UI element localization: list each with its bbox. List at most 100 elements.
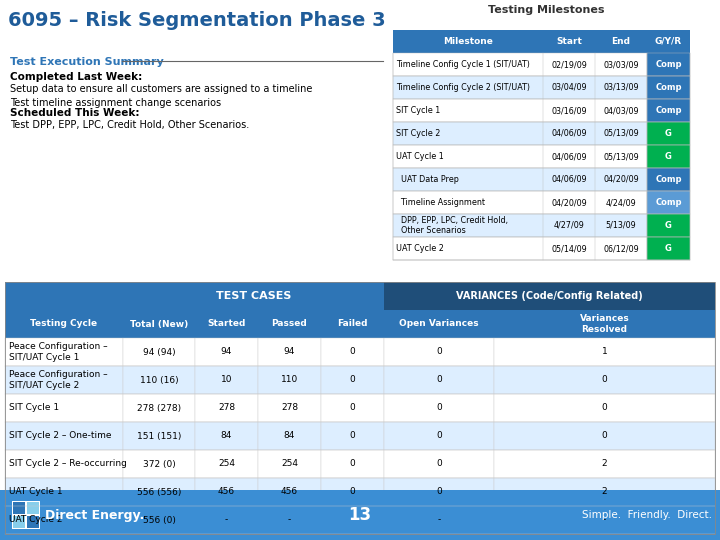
Text: 556 (556): 556 (556) (137, 488, 181, 496)
Bar (384, 450, 494, 478)
Text: 04/03/09: 04/03/09 (603, 106, 639, 115)
Text: Failed: Failed (337, 320, 368, 328)
Bar (393, 76, 647, 99)
Bar (195, 422, 258, 450)
Bar (5, 394, 123, 422)
Text: SIT Cycle 1: SIT Cycle 1 (396, 106, 440, 115)
Text: Comp: Comp (655, 83, 682, 92)
Bar (393, 145, 647, 168)
Text: 5/13/09: 5/13/09 (606, 221, 636, 230)
Bar (258, 310, 321, 338)
Bar (195, 478, 258, 506)
Text: 0: 0 (350, 348, 356, 356)
Bar (393, 237, 647, 260)
Text: 0: 0 (350, 488, 356, 496)
Text: 94 (94): 94 (94) (143, 348, 175, 356)
Bar (123, 366, 195, 394)
Text: Comp: Comp (655, 60, 682, 69)
Text: 0: 0 (350, 403, 356, 413)
Text: G: G (665, 221, 672, 230)
Text: 84: 84 (284, 431, 295, 441)
Text: 1: 1 (602, 348, 608, 356)
Bar (647, 145, 690, 168)
Bar (393, 122, 647, 145)
Text: -: - (225, 516, 228, 524)
Text: 110: 110 (281, 375, 298, 384)
Bar (321, 366, 384, 394)
Text: SIT Cycle 1: SIT Cycle 1 (9, 403, 59, 413)
Bar (195, 338, 258, 366)
Text: 03/16/09: 03/16/09 (552, 106, 587, 115)
Bar (647, 99, 690, 122)
Bar (494, 338, 715, 366)
Text: 02/19/09: 02/19/09 (551, 60, 587, 69)
Text: 10: 10 (221, 375, 233, 384)
Text: Testing Milestones: Testing Milestones (487, 5, 604, 15)
Text: 05/14/09: 05/14/09 (551, 244, 587, 253)
Bar (123, 282, 384, 310)
Bar (321, 338, 384, 366)
Text: 2: 2 (602, 488, 607, 496)
Text: G: G (665, 244, 672, 253)
Text: Passed: Passed (271, 320, 307, 328)
Bar (27, 516, 39, 528)
Text: UAT Data Prep: UAT Data Prep (396, 175, 459, 184)
Bar (393, 168, 647, 191)
Text: SIT Cycle 2 – Re-occurring: SIT Cycle 2 – Re-occurring (9, 460, 127, 469)
Text: 278 (278): 278 (278) (137, 403, 181, 413)
Bar (195, 394, 258, 422)
Bar (123, 506, 195, 534)
Bar (27, 502, 39, 514)
Text: SIT Cycle 2: SIT Cycle 2 (396, 129, 441, 138)
Bar (123, 450, 195, 478)
Text: 4/27/09: 4/27/09 (554, 221, 585, 230)
Bar (494, 506, 715, 534)
Text: 0: 0 (436, 348, 442, 356)
Bar (393, 30, 690, 53)
Bar (384, 506, 494, 534)
Text: G: G (665, 129, 672, 138)
Text: 110 (16): 110 (16) (140, 375, 179, 384)
Text: Timeline Config Cycle 2 (SIT/UAT): Timeline Config Cycle 2 (SIT/UAT) (396, 83, 530, 92)
Bar (494, 394, 715, 422)
Text: 456: 456 (218, 488, 235, 496)
Bar (647, 237, 690, 260)
Bar (384, 422, 494, 450)
Text: 04/06/09: 04/06/09 (552, 129, 587, 138)
Bar (393, 214, 647, 237)
Bar (5, 282, 123, 310)
Bar (321, 394, 384, 422)
Text: UAT Cycle 2: UAT Cycle 2 (396, 244, 444, 253)
Bar (0, 0, 720, 45)
Text: Comp: Comp (655, 175, 682, 184)
Bar (5, 310, 123, 338)
Text: Completed Last Week:: Completed Last Week: (10, 72, 143, 82)
Bar (13, 502, 25, 514)
Text: -: - (288, 516, 291, 524)
Text: End: End (611, 37, 631, 46)
Text: Test Execution Summary: Test Execution Summary (10, 57, 163, 67)
Bar (321, 450, 384, 478)
Text: UAT Cycle 1: UAT Cycle 1 (9, 488, 63, 496)
Bar (258, 422, 321, 450)
Text: 278: 278 (281, 403, 298, 413)
Text: 05/13/09: 05/13/09 (603, 129, 639, 138)
Bar (384, 366, 494, 394)
Bar (13, 516, 25, 528)
Text: 94: 94 (284, 348, 295, 356)
Bar (195, 310, 258, 338)
Bar (647, 214, 690, 237)
Bar (321, 506, 384, 534)
Text: Peace Configuration –
SIT/UAT Cycle 1: Peace Configuration – SIT/UAT Cycle 1 (9, 342, 107, 362)
Text: 04/20/09: 04/20/09 (551, 198, 587, 207)
Text: 84: 84 (221, 431, 232, 441)
Bar (647, 53, 690, 76)
Text: 03/13/09: 03/13/09 (603, 83, 639, 92)
Bar (321, 422, 384, 450)
Bar (0, 490, 720, 540)
Bar (384, 282, 715, 310)
Bar (321, 310, 384, 338)
Text: Timeline Assignment: Timeline Assignment (396, 198, 485, 207)
Bar (5, 338, 123, 366)
Bar (195, 366, 258, 394)
